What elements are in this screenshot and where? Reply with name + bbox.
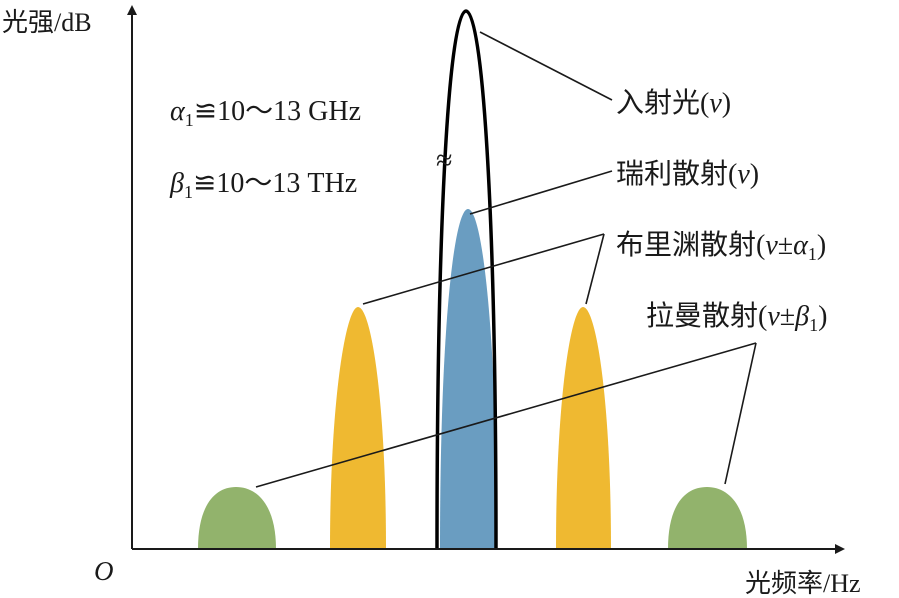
alpha-relation: ≌10～13 GHz [194,96,361,127]
brillouin-close: ) [817,230,826,261]
raman-peak-right [668,487,747,549]
raman-var: v [767,301,780,332]
rayleigh-peak [440,209,497,549]
leader-rayleigh [469,170,613,215]
raman-sym: β [794,301,809,332]
raman-label: 拉曼散射(v±β1) [646,300,827,335]
raman-close: ) [818,301,827,332]
brillouin-text: 布里渊散射( [616,229,765,261]
axis-break-mark: ≈ [436,144,452,177]
incident-light-peak [435,9,498,550]
leader-lines [255,31,757,488]
beta-subscript: 1 [184,182,193,202]
origin-label: O [94,556,114,586]
brillouin-sym: α [793,230,809,261]
raman-sub: 1 [809,315,818,335]
incident-text: 入射光( [616,87,709,119]
brillouin-var: v [765,230,778,261]
brillouin-pm: ± [778,230,793,261]
alpha-subscript: 1 [185,110,194,130]
alpha-symbol: α [170,96,186,127]
leader-brillouin-left [362,233,605,305]
rayleigh-var: v [737,159,750,190]
incident-close: ) [722,88,731,119]
beta-symbol: β [169,168,184,199]
leader-brillouin-right [585,233,605,305]
x-axis-label: 光频率/Hz [745,569,861,598]
raman-text: 拉曼散射( [646,300,767,332]
brillouin-label: 布里渊散射(v±α1) [616,229,826,264]
incident-light-label: 入射光(v) [616,87,731,119]
rayleigh-label: 瑞利散射(v) [616,158,759,190]
y-axis-label: 光强/dB [2,8,92,37]
raman-pm: ± [780,301,795,332]
raman-peak-left [198,487,276,549]
beta-formula: β1≌10～13 THz [169,168,357,202]
beta-relation: ≌10～13 THz [193,168,357,199]
rayleigh-text: 瑞利散射( [616,158,737,190]
brillouin-peak-right [556,307,611,549]
brillouin-sub: 1 [808,244,817,264]
leader-raman-right [724,342,757,485]
rayleigh-close: ) [750,159,759,190]
incident-var: v [709,88,722,119]
alpha-formula: α1≌10～13 GHz [170,96,361,130]
leader-raman-left [255,342,757,488]
leader-incident [479,31,613,101]
brillouin-peak-left [330,307,386,549]
